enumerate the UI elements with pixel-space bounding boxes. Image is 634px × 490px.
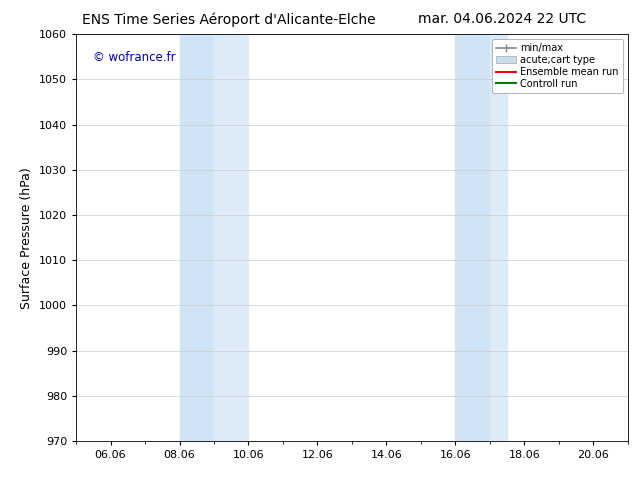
Text: © wofrance.fr: © wofrance.fr <box>93 50 175 64</box>
Y-axis label: Surface Pressure (hPa): Surface Pressure (hPa) <box>20 167 34 309</box>
Legend: min/max, acute;cart type, Ensemble mean run, Controll run: min/max, acute;cart type, Ensemble mean … <box>492 39 623 93</box>
Text: ENS Time Series Aéroport d'Alicante-Elche: ENS Time Series Aéroport d'Alicante-Elch… <box>82 12 376 27</box>
Bar <box>214 34 249 441</box>
Text: mar. 04.06.2024 22 UTC: mar. 04.06.2024 22 UTC <box>418 12 586 26</box>
Bar <box>455 34 489 441</box>
Bar <box>179 34 214 441</box>
Bar <box>489 34 507 441</box>
